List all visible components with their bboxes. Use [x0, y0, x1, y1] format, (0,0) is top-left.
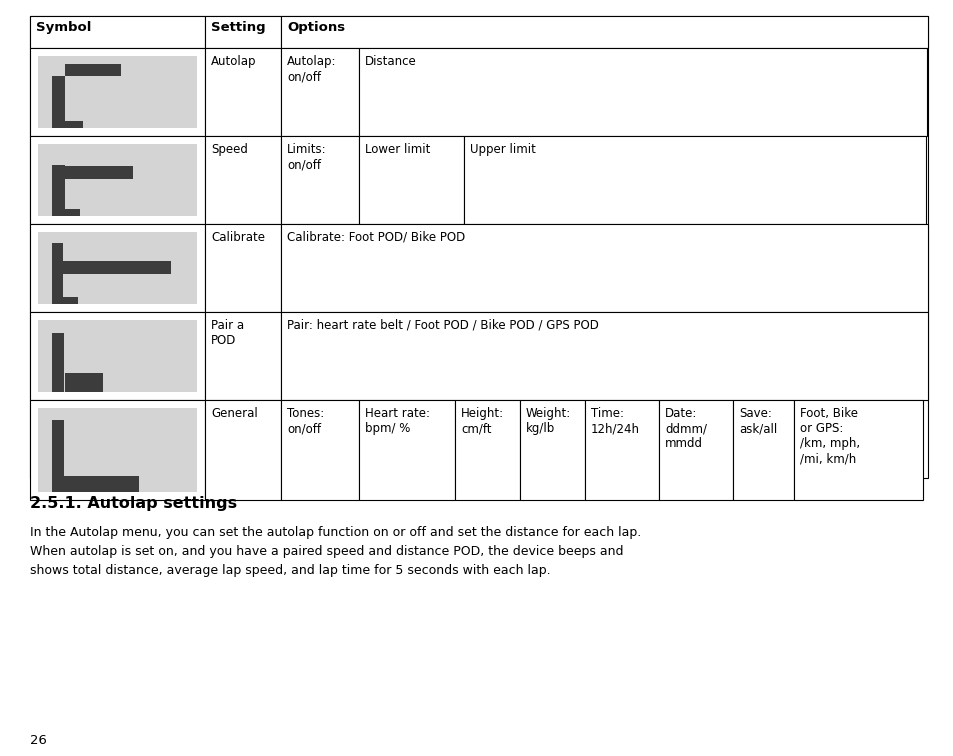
Bar	[205, 136, 281, 224]
Text: Autolap: Autolap	[211, 55, 256, 68]
Text: Pair a
POD: Pair a POD	[211, 319, 244, 347]
Text: Date:
ddmm/
mmdd: Date: ddmm/ mmdd	[664, 407, 706, 450]
Bar	[732, 400, 793, 500]
Bar	[281, 312, 927, 400]
Bar	[52, 243, 63, 304]
Text: Heart rate:
bpm/ %: Heart rate: bpm/ %	[365, 407, 430, 435]
Bar	[281, 48, 358, 136]
Bar	[52, 476, 139, 492]
Bar	[52, 165, 65, 216]
Bar	[52, 76, 65, 128]
Text: Speed: Speed	[211, 143, 248, 156]
Text: Autolap:
on/off: Autolap: on/off	[287, 55, 336, 83]
Text: Height:
cm/ft: Height: cm/ft	[460, 407, 503, 435]
Text: Setting: Setting	[211, 21, 265, 34]
Text: Pair: heart rate belt / Foot POD / Bike POD / GPS POD: Pair: heart rate belt / Foot POD / Bike …	[287, 319, 598, 332]
Bar	[793, 400, 923, 500]
Text: Lower limit: Lower limit	[365, 143, 430, 156]
Bar	[659, 400, 732, 500]
Text: Symbol: Symbol	[36, 21, 91, 34]
Bar	[38, 232, 196, 304]
Bar	[281, 16, 927, 48]
Text: Calibrate: Calibrate	[211, 231, 265, 244]
Bar	[519, 400, 584, 500]
Text: shows total distance, average lap speed, and lap time for 5 seconds with each la: shows total distance, average lap speed,…	[30, 564, 550, 577]
Text: Distance: Distance	[365, 55, 416, 68]
Bar	[52, 121, 83, 128]
Bar	[30, 224, 205, 312]
Bar	[30, 48, 205, 136]
Bar	[455, 400, 519, 500]
Bar	[30, 136, 205, 224]
Bar	[358, 136, 463, 224]
Bar	[205, 400, 281, 500]
Bar	[463, 136, 925, 224]
Bar	[281, 224, 927, 312]
Text: Time:
12h/24h: Time: 12h/24h	[590, 407, 639, 435]
Text: Weight:
kg/lb: Weight: kg/lb	[525, 407, 571, 435]
Bar	[358, 48, 926, 136]
Text: Tones:
on/off: Tones: on/off	[287, 407, 324, 435]
Bar	[65, 373, 103, 392]
Text: 2.5.1. Autolap settings: 2.5.1. Autolap settings	[30, 496, 237, 511]
Bar	[281, 136, 358, 224]
Bar	[205, 48, 281, 136]
Bar	[205, 224, 281, 312]
Text: Upper limit: Upper limit	[470, 143, 536, 156]
Text: Options: Options	[287, 21, 345, 34]
Bar	[205, 312, 281, 400]
Text: Calibrate: Foot POD/ Bike POD: Calibrate: Foot POD/ Bike POD	[287, 231, 465, 244]
Bar	[52, 297, 78, 304]
Text: Save:
ask/all: Save: ask/all	[739, 407, 777, 435]
Bar	[63, 166, 132, 179]
Bar	[65, 64, 121, 76]
Text: When autolap is set on, and you have a paired speed and distance POD, the device: When autolap is set on, and you have a p…	[30, 545, 623, 558]
Text: In the Autolap menu, you can set the autolap function on or off and set the dist: In the Autolap menu, you can set the aut…	[30, 526, 640, 539]
Text: 26: 26	[30, 734, 47, 747]
Bar	[52, 209, 80, 216]
Bar	[38, 56, 196, 128]
Bar	[358, 400, 455, 500]
Bar	[52, 420, 64, 492]
Bar	[38, 320, 196, 392]
Bar	[30, 312, 205, 400]
Bar	[38, 408, 196, 492]
Text: Limits:
on/off: Limits: on/off	[287, 143, 326, 171]
Bar	[52, 333, 64, 392]
Bar	[205, 16, 281, 48]
Bar	[584, 400, 659, 500]
Text: Foot, Bike
or GPS:
/km, mph,
/mi, km/h: Foot, Bike or GPS: /km, mph, /mi, km/h	[800, 407, 860, 465]
Bar	[30, 400, 205, 500]
Bar	[38, 144, 196, 216]
Bar	[30, 16, 205, 48]
Text: General: General	[211, 407, 257, 420]
Bar	[281, 400, 358, 500]
Bar	[52, 261, 171, 274]
Bar	[30, 16, 927, 478]
